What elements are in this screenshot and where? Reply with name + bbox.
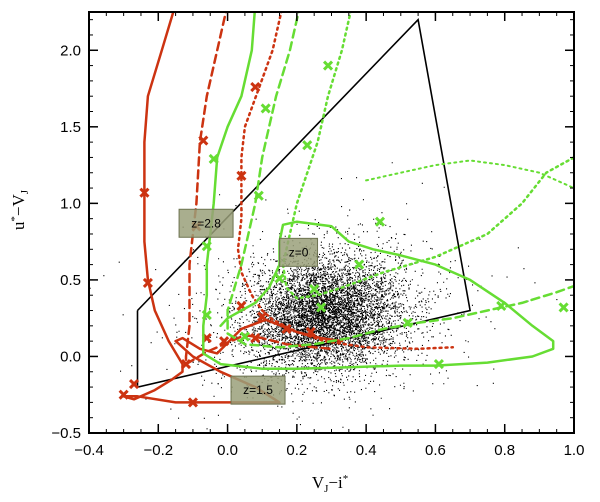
y-axis-title-rest: −V bbox=[9, 193, 28, 216]
y-axis-title-sup: * bbox=[9, 216, 21, 222]
z-label-2: z=1.5 bbox=[230, 375, 286, 405]
z-label-text-1: z=0 bbox=[289, 245, 309, 259]
z-label-box-0 bbox=[178, 208, 234, 238]
z-label-text-2: z=1.5 bbox=[243, 383, 273, 397]
track-marker-0-5 bbox=[187, 397, 198, 408]
track-line-0 bbox=[122, 12, 344, 404]
track-marker-4-3 bbox=[316, 302, 327, 313]
track-marker-1-4 bbox=[250, 333, 261, 344]
y-axis-ticks: −0.5 0.0 0.5 1.0 1.5 2.0 bbox=[51, 19, 574, 442]
x-tick-label-2: 0.0 bbox=[217, 442, 238, 459]
z-label-0: z=2.8 bbox=[178, 208, 234, 238]
track-marker-3-1 bbox=[201, 241, 212, 252]
track-marker-4-0 bbox=[260, 103, 271, 114]
x-tick-label-3: 0.2 bbox=[286, 442, 307, 459]
track-marker-0-3 bbox=[128, 378, 140, 390]
track-marker-3-0 bbox=[208, 153, 219, 165]
x-tick-label-1: −0.2 bbox=[143, 442, 173, 459]
x-tick-label-0: −0.4 bbox=[74, 442, 104, 459]
track-marker-5-1 bbox=[302, 140, 313, 151]
track-line-6 bbox=[365, 159, 574, 190]
track-marker-0-1 bbox=[142, 277, 153, 289]
z-label-box-2 bbox=[230, 375, 286, 405]
track-marker-2-4 bbox=[281, 323, 292, 334]
y-axis-title: u*−VJ bbox=[9, 189, 31, 230]
y-tick-label-2: 0.5 bbox=[60, 272, 81, 289]
y-axis-title-main: u bbox=[9, 221, 28, 230]
y-axis-title-sub: J bbox=[19, 189, 31, 194]
track-line-1 bbox=[184, 12, 333, 366]
x-axis-title-main: V bbox=[312, 473, 325, 492]
x-axis-ticks: −0.4 −0.2 0.0 0.2 0.4 0.6 0.8 1.0 bbox=[74, 12, 584, 459]
track-marker-5-2 bbox=[309, 284, 320, 295]
track-marker-5-3 bbox=[374, 216, 386, 227]
track-marker-3-4 bbox=[354, 259, 365, 270]
x-axis-title-sup: * bbox=[343, 473, 349, 485]
track-marker-1-3 bbox=[219, 336, 230, 347]
track-marker-2-1 bbox=[236, 170, 247, 181]
y-tick-label-4: 1.5 bbox=[60, 119, 81, 136]
x-axis-title-rest: −i bbox=[328, 473, 343, 492]
track-5 bbox=[281, 12, 574, 313]
track-4 bbox=[226, 12, 574, 349]
redshift-labels: z=2.8 z=0 z=1.5 bbox=[178, 208, 319, 405]
track-marker-0-0 bbox=[139, 187, 150, 198]
y-tick-label-0: −0.5 bbox=[51, 425, 81, 442]
x-tick-label-4: 0.4 bbox=[356, 442, 377, 459]
x-tick-label-5: 0.6 bbox=[425, 442, 446, 459]
y-tick-label-3: 1.0 bbox=[60, 195, 81, 212]
z-label-text-0: z=2.8 bbox=[191, 216, 221, 230]
track-marker-3-2 bbox=[201, 310, 212, 321]
track-marker-1-0 bbox=[198, 135, 209, 146]
track-marker-4-2 bbox=[274, 273, 285, 284]
track-marker-5-4 bbox=[558, 302, 569, 313]
y-tick-label-5: 2.0 bbox=[60, 42, 81, 59]
track-marker-3-6 bbox=[433, 359, 444, 370]
x-axis-title: VJ−i* bbox=[312, 473, 348, 495]
track-6 bbox=[365, 159, 574, 190]
track-marker-3-3 bbox=[239, 331, 250, 342]
track-marker-4-1 bbox=[253, 190, 264, 201]
track-line-4 bbox=[226, 12, 574, 349]
track-line-2 bbox=[236, 12, 455, 351]
x-tick-label-7: 1.0 bbox=[564, 442, 585, 459]
z-label-1: z=0 bbox=[279, 237, 319, 267]
y-tick-label-1: 0.0 bbox=[60, 348, 81, 365]
track-line-5 bbox=[281, 12, 574, 300]
track-marker-2-3 bbox=[257, 311, 268, 322]
track-marker-0-2 bbox=[118, 389, 129, 400]
z-label-box-1 bbox=[279, 237, 319, 267]
x-tick-label-6: 0.8 bbox=[494, 442, 515, 459]
x-axis-title-sub: J bbox=[324, 483, 329, 495]
track-marker-4-4 bbox=[496, 300, 507, 311]
track-marker-2-5 bbox=[305, 326, 316, 338]
model-tracks bbox=[118, 12, 574, 408]
track-marker-2-0 bbox=[250, 81, 261, 93]
track-marker-5-0 bbox=[322, 60, 334, 71]
